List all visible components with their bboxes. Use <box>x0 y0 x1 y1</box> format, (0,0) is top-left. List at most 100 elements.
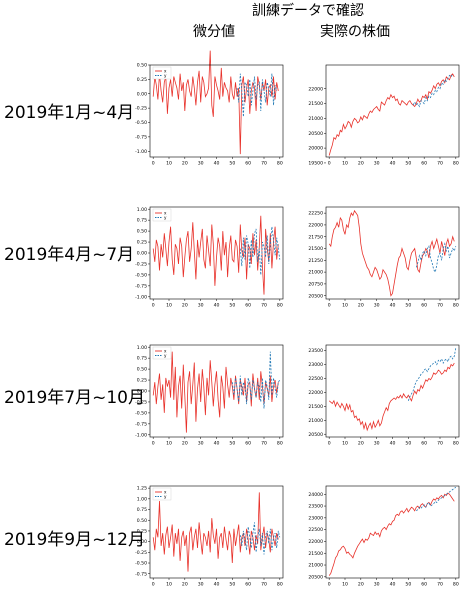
x-tick-label: 50 <box>405 303 411 309</box>
figure-title: 訓練データで確認 <box>252 3 364 19</box>
y-tick-label: 21500 <box>308 404 323 410</box>
x-tick-label: 70 <box>261 303 267 309</box>
x-tick-label: 30 <box>374 161 380 167</box>
legend-label-x: x <box>164 69 167 74</box>
x-tick-label: 10 <box>166 441 172 447</box>
series-line-x <box>152 492 279 572</box>
x-tick-label: 50 <box>229 582 235 588</box>
y-tick-label: 0.50 <box>137 229 147 235</box>
x-tick-label: 10 <box>166 303 172 309</box>
x-tick-label: 40 <box>390 582 396 588</box>
x-tick-label: 50 <box>229 161 235 167</box>
x-tick-label: 70 <box>261 441 267 447</box>
x-tick-label: 40 <box>214 441 220 447</box>
x-tick-label: 80 <box>277 582 283 588</box>
y-tick-label: 0.50 <box>137 518 147 524</box>
x-tick-label: 40 <box>390 161 396 167</box>
x-tick-label: 30 <box>374 441 380 447</box>
y-tick-label: 0.75 <box>137 356 147 362</box>
x-tick-label: 30 <box>198 582 204 588</box>
x-tick-label: 20 <box>182 441 188 447</box>
y-tick-label: 20500 <box>308 293 323 299</box>
y-tick-label: 22000 <box>308 86 323 92</box>
y-tick-label: 20500 <box>308 131 323 137</box>
x-tick-label: 30 <box>374 303 380 309</box>
x-tick-label: 10 <box>342 161 348 167</box>
legend-box <box>152 66 172 80</box>
series-line-x <box>152 50 279 155</box>
series-line-x <box>328 73 455 156</box>
x-tick-label: 70 <box>437 303 443 309</box>
x-tick-label: 0 <box>152 161 155 167</box>
chart-price-apr-jul: 0 10 20 30 40 50 60 70 80 22250 22000 21750 21500 212… <box>308 206 460 309</box>
y-tick-label: 20750 <box>308 282 323 288</box>
legend-label-y: y <box>164 215 167 220</box>
y-tick-label: 24000 <box>308 492 323 498</box>
x-tick-label: 10 <box>342 303 348 309</box>
x-tick-label: 40 <box>214 161 220 167</box>
y-tick-label: 21500 <box>308 551 323 557</box>
series-line-x <box>152 351 279 433</box>
y-tick-label: -1.00 <box>135 149 147 155</box>
x-tick-label: 60 <box>245 441 251 447</box>
y-tick-label: 21000 <box>308 418 323 424</box>
series-line-x <box>328 362 455 432</box>
y-tick-label: -0.50 <box>135 273 147 279</box>
x-tick-label: 70 <box>261 161 267 167</box>
x-tick-label: 50 <box>405 161 411 167</box>
chart-diff-sep-dec: 0 10 20 30 40 50 60 70 80 1.25 1.00 0.75 0.50 0.25 0.0… <box>135 485 284 588</box>
y-tick-label: -0.50 <box>135 411 147 417</box>
y-tick-label: 21000 <box>308 563 323 569</box>
y-tick-label: 20000 <box>308 146 323 152</box>
series-line-y <box>239 522 281 555</box>
y-tick-label: 0.25 <box>137 77 147 83</box>
y-tick-label: -0.50 <box>135 561 147 567</box>
y-tick-label: 22000 <box>308 223 323 229</box>
y-tick-label: 1.00 <box>137 345 147 351</box>
x-tick-label: 0 <box>328 303 331 309</box>
y-tick-label: 21000 <box>308 116 323 122</box>
series-line-y <box>239 226 281 275</box>
x-tick-label: 70 <box>437 582 443 588</box>
x-tick-label: 80 <box>453 441 459 447</box>
x-tick-label: 0 <box>328 161 331 167</box>
y-tick-label: 23000 <box>308 362 323 368</box>
y-tick-label: 21000 <box>308 270 323 276</box>
y-tick-label: 0.25 <box>137 529 147 535</box>
x-tick-label: 70 <box>437 441 443 447</box>
column-title-price: 実際の株価 <box>320 24 390 40</box>
y-tick-label: 21500 <box>308 101 323 107</box>
x-tick-label: 60 <box>245 582 251 588</box>
series-line-y <box>407 347 457 401</box>
y-tick-label: -0.25 <box>135 550 147 556</box>
legend-label-x: x <box>164 211 167 216</box>
x-tick-label: 50 <box>405 582 411 588</box>
x-tick-label: 80 <box>453 161 459 167</box>
x-tick-label: 0 <box>328 441 331 447</box>
x-tick-label: 0 <box>152 582 155 588</box>
x-tick-label: 80 <box>453 582 459 588</box>
x-tick-label: 30 <box>374 582 380 588</box>
x-tick-label: 20 <box>182 582 188 588</box>
chart-price-sep-dec: 0 10 20 30 40 50 60 70 80 24000 23500 23000 22500 220… <box>308 485 460 588</box>
y-tick-label: 20500 <box>308 574 323 580</box>
y-tick-label: 20500 <box>308 432 323 438</box>
column-title-derivative: 微分値 <box>193 24 235 40</box>
x-tick-label: 30 <box>198 441 204 447</box>
y-tick-label: 22250 <box>308 211 323 217</box>
y-tick-label: 0.25 <box>137 378 147 384</box>
series-line-y <box>231 351 281 409</box>
y-tick-label: 21500 <box>308 246 323 252</box>
legend-box <box>152 487 172 501</box>
x-tick-label: 50 <box>229 441 235 447</box>
chart-price-jan-apr: 0 10 20 30 40 50 60 70 80 22000 21500 21000 20500 200… <box>308 64 460 167</box>
legend-label-y: y <box>164 353 167 358</box>
x-tick-label: 60 <box>245 303 251 309</box>
x-tick-label: 60 <box>245 161 251 167</box>
chart-diff-apr-jul: 0 10 20 30 40 50 60 70 80 1.00 0.75 0.50 0.25 0.00 -0.… <box>135 206 284 309</box>
y-tick-label: 23000 <box>308 515 323 521</box>
y-tick-label: 1.00 <box>137 496 147 502</box>
y-tick-label: 22000 <box>308 390 323 396</box>
x-tick-label: 30 <box>198 161 204 167</box>
